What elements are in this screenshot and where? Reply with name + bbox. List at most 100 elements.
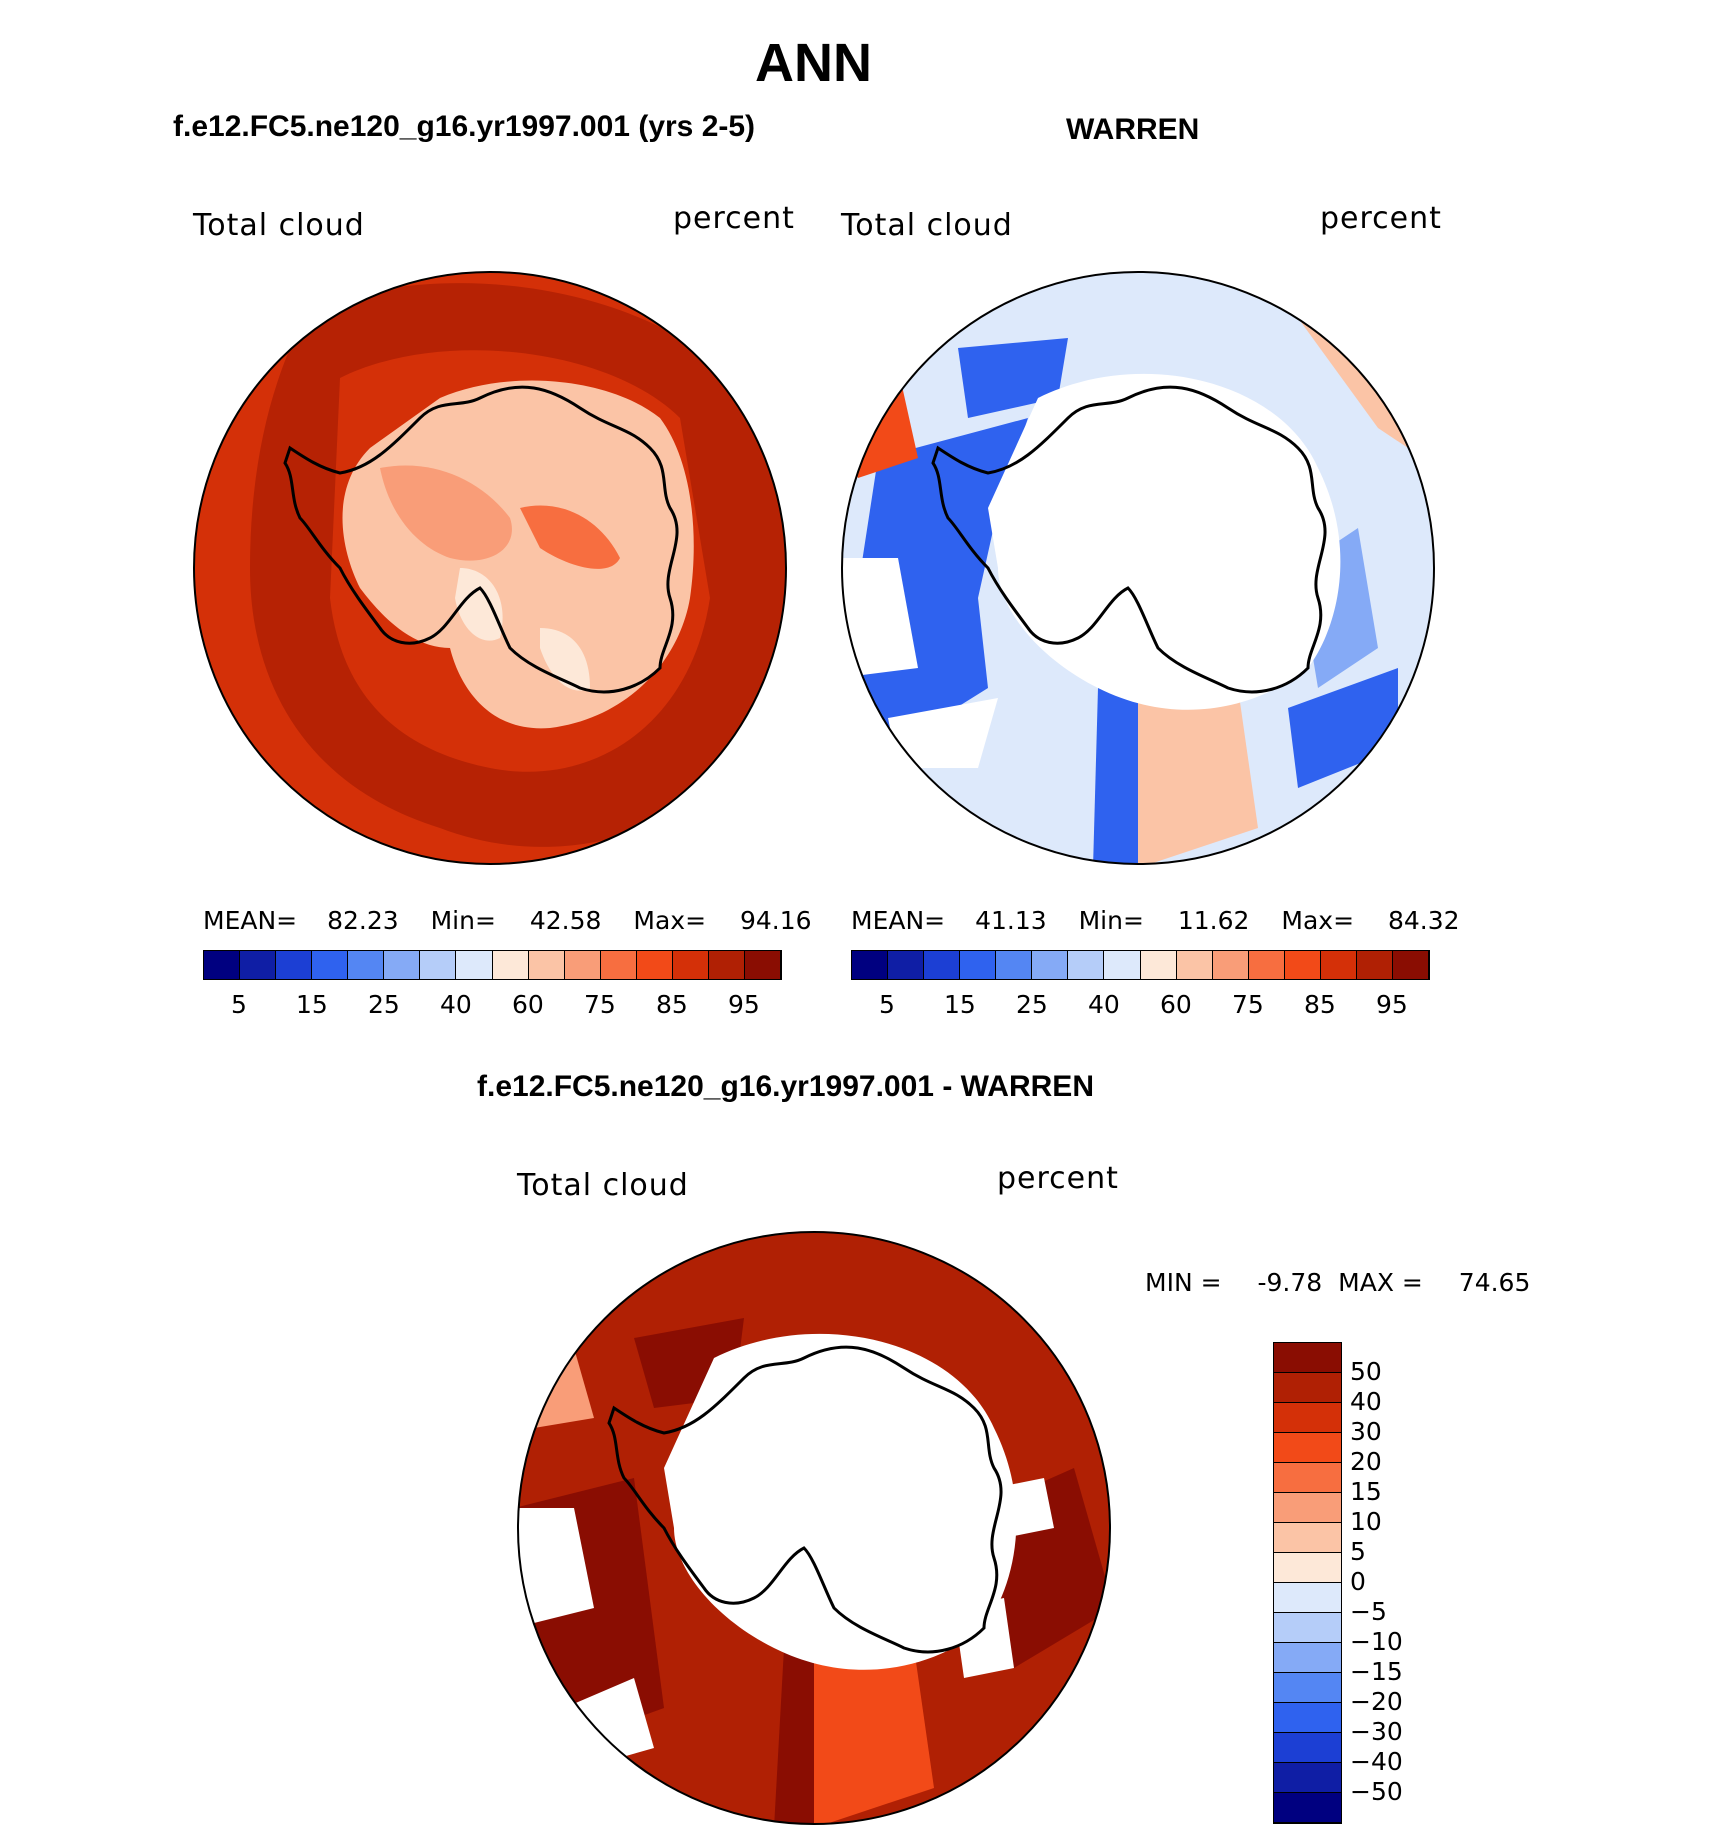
polar-map-obs	[841, 271, 1435, 865]
tick-label: 10	[1350, 1507, 1382, 1536]
variable-label: Total cloud	[517, 1168, 689, 1203]
colorbar-cell	[744, 951, 781, 979]
tick-label: −30	[1350, 1717, 1403, 1746]
min-value: 42.58	[529, 906, 602, 935]
colorbar-cell	[1274, 1613, 1341, 1643]
colorbar-cell	[1320, 951, 1357, 979]
colorbar-cell	[1284, 951, 1321, 979]
colorbar-ticks: 5 15 25 40 60 75 85 95	[203, 990, 780, 1020]
colorbar-cell	[996, 951, 1033, 979]
tick-label: 95	[728, 990, 760, 1019]
colorbar-cell	[420, 951, 457, 979]
colorbar-cell	[1104, 951, 1141, 979]
colorbar-cell	[1392, 951, 1429, 979]
colorbar-cell	[276, 951, 313, 979]
tick-label: 5	[231, 990, 247, 1019]
colorbar-cell	[564, 951, 601, 979]
tick-label: 40	[1088, 990, 1120, 1019]
tick-label: 0	[1350, 1567, 1366, 1596]
colorbar-cell	[672, 951, 709, 979]
units-label: percent	[997, 1161, 1119, 1196]
colorbar-cell	[1274, 1403, 1341, 1433]
min-value: 11.62	[1177, 906, 1250, 935]
max-value: 94.16	[740, 906, 812, 935]
tick-label: 5	[879, 990, 895, 1019]
colorbar-cell	[1274, 1343, 1341, 1373]
stats-line: MEAN= 82.23 Min= 42.58 Max= 94.16	[203, 906, 812, 935]
tick-label: −5	[1350, 1597, 1387, 1626]
colorbar-cell	[960, 951, 997, 979]
colorbar-cell	[1274, 1523, 1341, 1553]
colorbar-cell	[1274, 1553, 1341, 1583]
colorbar-cell	[1274, 1643, 1341, 1673]
mean-value: 41.13	[975, 906, 1047, 935]
tick-label: 75	[584, 990, 616, 1019]
tick-label: 85	[656, 990, 688, 1019]
stats-line: MEAN= 41.13 Min= 11.62 Max= 84.32	[851, 906, 1460, 935]
colorbar-ticks: 5 15 25 40 60 75 85 95	[851, 990, 1428, 1020]
tick-label: 40	[1350, 1387, 1382, 1416]
colorbar-cell	[1274, 1463, 1341, 1493]
panel-title-obs: WARREN	[1066, 113, 1200, 146]
colorbar-cell	[1274, 1793, 1341, 1823]
colorbar-cell	[528, 951, 565, 979]
colorbar-model	[203, 950, 782, 980]
units-label: percent	[1320, 201, 1442, 236]
antarctic-field	[342, 380, 694, 729]
tick-label: −10	[1350, 1627, 1403, 1656]
coastline	[283, 385, 679, 694]
colorbar-cell	[312, 951, 349, 979]
colorbar-cell	[1274, 1703, 1341, 1733]
figure-title: ANN	[755, 33, 872, 93]
polar-map-model	[193, 271, 787, 865]
min-value: -9.78	[1257, 1268, 1323, 1297]
colorbar-cell	[204, 951, 241, 979]
coastline	[607, 1345, 1003, 1654]
colorbar-cell	[1176, 951, 1213, 979]
colorbar-cell	[924, 951, 961, 979]
colorbar-ticks-vertical: 50 40 30 20 15 10 5 0 −5 −10 −15 −20 −30 −40 −50	[1350, 1342, 1450, 1822]
tick-label: 40	[440, 990, 472, 1019]
variable-label: Total cloud	[193, 208, 365, 243]
units-label: percent	[673, 201, 795, 236]
tick-label: 60	[1160, 990, 1192, 1019]
colorbar-cell	[1068, 951, 1105, 979]
max-label: Max=	[1281, 906, 1355, 935]
tick-label: 30	[1350, 1417, 1382, 1446]
diff-stats-line: MIN = -9.78 MAX = 74.65	[1145, 1268, 1530, 1297]
panel-title-diff: f.e12.FC5.ne120_g16.yr1997.001 - WARREN	[477, 1070, 1094, 1103]
max-label: MAX =	[1338, 1268, 1423, 1297]
tick-label: 15	[944, 990, 976, 1019]
colorbar-cell	[1274, 1763, 1341, 1793]
mean-value: 82.23	[327, 906, 399, 935]
tick-label: 20	[1350, 1447, 1382, 1476]
min-label: MIN =	[1145, 1268, 1222, 1297]
colorbar-cell	[708, 951, 745, 979]
colorbar-cell	[456, 951, 493, 979]
max-value: 84.32	[1388, 906, 1460, 935]
colorbar-cell	[240, 951, 277, 979]
tick-label: 50	[1350, 1357, 1382, 1386]
colorbar-cell	[852, 951, 889, 979]
antarctic-field	[988, 373, 1341, 710]
tick-label: −15	[1350, 1657, 1403, 1686]
colorbar-cell	[1274, 1493, 1341, 1523]
colorbar-cell	[492, 951, 529, 979]
colorbar-cell	[1274, 1733, 1341, 1763]
tick-label: 60	[512, 990, 544, 1019]
tick-label: 15	[1350, 1477, 1382, 1506]
colorbar-cell	[1274, 1583, 1341, 1613]
tick-label: 15	[296, 990, 328, 1019]
colorbar-cell	[1032, 951, 1069, 979]
min-label: Min=	[430, 906, 496, 935]
colorbar-cell	[888, 951, 925, 979]
colorbar-cell	[1274, 1673, 1341, 1703]
mean-label: MEAN=	[203, 906, 298, 935]
tick-label: −20	[1350, 1687, 1403, 1716]
tick-label: 25	[1016, 990, 1048, 1019]
tick-label: 25	[368, 990, 400, 1019]
colorbar-cell	[384, 951, 421, 979]
polar-map-diff	[517, 1231, 1111, 1825]
tick-label: 85	[1304, 990, 1336, 1019]
colorbar-obs	[851, 950, 1430, 980]
